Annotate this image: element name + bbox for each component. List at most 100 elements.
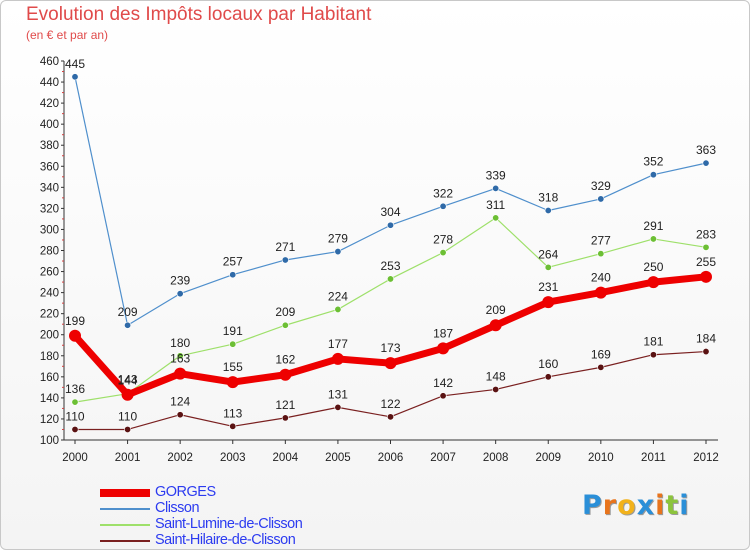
data-label-saint-hilaire-de-clisson: 122: [380, 397, 400, 411]
data-point-clisson: [597, 195, 605, 203]
data-point-saint-hilaire-de-clisson: [334, 403, 342, 411]
data-point-saint-lumine-de-clisson: [544, 263, 552, 271]
data-point-gorges: [594, 286, 607, 299]
data-label-saint-hilaire-de-clisson: 169: [591, 347, 611, 361]
data-label-saint-lumine-de-clisson: 136: [65, 382, 85, 396]
logo-letter: i: [679, 490, 690, 521]
data-label-clisson: 352: [643, 155, 663, 169]
data-point-saint-lumine-de-clisson: [492, 214, 500, 222]
data-label-clisson: 363: [696, 143, 716, 157]
data-label-gorges: 199: [65, 314, 85, 328]
proxiti-logo: Proxiti: [582, 490, 690, 521]
data-point-saint-lumine-de-clisson: [229, 340, 237, 348]
data-point-saint-hilaire-de-clisson: [281, 414, 289, 422]
data-point-clisson: [176, 290, 184, 298]
data-label-clisson: 339: [486, 168, 506, 182]
data-label-clisson: 279: [328, 232, 348, 246]
legend-label: Saint-Lumine-de-Clisson: [155, 516, 303, 532]
y-tick-label: 140: [40, 393, 59, 405]
data-label-gorges: 143: [118, 373, 138, 387]
data-label-saint-hilaire-de-clisson: 160: [538, 357, 558, 371]
data-point-gorges: [489, 319, 502, 332]
x-tick-label: 2004: [273, 452, 299, 464]
data-point-clisson: [544, 206, 552, 214]
chart-title: Evolution des Impôts locaux par Habitant: [26, 4, 372, 25]
data-label-clisson: 209: [118, 305, 138, 319]
y-tick-label: 100: [40, 435, 59, 447]
data-point-saint-hilaire-de-clisson: [124, 425, 132, 433]
x-tick-label: 2008: [483, 452, 509, 464]
legend-label: Clisson: [155, 500, 200, 516]
data-label-clisson: 257: [223, 255, 243, 269]
y-tick-label: 420: [40, 98, 59, 110]
y-tick-label: 200: [40, 330, 59, 342]
data-point-saint-hilaire-de-clisson: [544, 373, 552, 381]
data-point-clisson: [649, 171, 657, 179]
data-point-saint-hilaire-de-clisson: [439, 392, 447, 400]
data-label-saint-lumine-de-clisson: 253: [380, 259, 400, 273]
data-label-saint-lumine-de-clisson: 224: [328, 289, 348, 303]
data-label-gorges: 155: [223, 360, 243, 374]
data-point-gorges: [384, 357, 397, 370]
data-point-gorges: [69, 329, 81, 342]
data-label-saint-hilaire-de-clisson: 142: [433, 376, 453, 390]
data-point-saint-hilaire-de-clisson: [176, 411, 184, 419]
x-tick-label: 2003: [220, 452, 246, 464]
data-label-gorges: 209: [486, 303, 506, 317]
data-point-saint-hilaire-de-clisson: [649, 351, 657, 359]
data-point-gorges: [121, 388, 134, 401]
legend-label: GORGES: [155, 484, 216, 500]
legend-swatch: [100, 489, 150, 497]
data-point-saint-lumine-de-clisson: [649, 235, 657, 243]
data-label-clisson: 304: [380, 205, 400, 219]
data-point-saint-hilaire-de-clisson: [597, 363, 605, 371]
data-label-clisson: 318: [538, 190, 558, 204]
data-label-gorges: 177: [328, 337, 348, 351]
chart-subtitle: (en € et par an): [26, 28, 109, 42]
data-point-clisson: [281, 256, 289, 264]
y-tick-label: 220: [40, 309, 59, 321]
y-tick-label: 340: [40, 182, 59, 194]
logo-letter: t: [665, 490, 680, 521]
data-label-saint-hilaire-de-clisson: 124: [170, 395, 190, 409]
y-tick-label: 180: [40, 351, 59, 363]
data-label-saint-hilaire-de-clisson: 148: [486, 369, 506, 383]
data-point-saint-hilaire-de-clisson: [702, 348, 710, 356]
data-point-gorges: [647, 276, 660, 289]
data-point-gorges: [700, 270, 712, 283]
data-point-saint-lumine-de-clisson: [439, 249, 447, 257]
y-tick-label: 460: [40, 56, 59, 68]
y-tick-label: 360: [40, 161, 59, 173]
y-tick-label: 160: [40, 372, 59, 384]
data-label-saint-lumine-de-clisson: 264: [538, 247, 558, 261]
legend-swatch: [100, 524, 150, 526]
data-point-clisson: [334, 248, 342, 256]
data-label-clisson: 322: [433, 186, 453, 200]
data-point-saint-lumine-de-clisson: [597, 250, 605, 258]
x-tick-label: 2001: [115, 452, 141, 464]
data-label-gorges: 187: [433, 326, 453, 340]
data-label-saint-lumine-de-clisson: 278: [433, 233, 453, 247]
data-label-clisson: 239: [170, 274, 190, 288]
data-point-saint-hilaire-de-clisson: [229, 422, 237, 430]
y-tick-label: 300: [40, 224, 59, 236]
data-point-clisson: [386, 221, 394, 229]
data-point-saint-lumine-de-clisson: [702, 243, 710, 251]
data-label-saint-lumine-de-clisson: 291: [643, 219, 663, 233]
y-tick-label: 440: [40, 77, 59, 89]
data-point-clisson: [124, 321, 132, 329]
data-label-saint-lumine-de-clisson: 311: [486, 198, 505, 212]
x-tick-label: 2009: [535, 452, 561, 464]
data-label-saint-lumine-de-clisson: 180: [170, 336, 190, 350]
x-tick-label: 2005: [325, 452, 351, 464]
y-tick-label: 320: [40, 203, 59, 215]
y-tick-label: 240: [40, 288, 59, 300]
data-label-clisson: 329: [591, 179, 611, 193]
x-tick-label: 2006: [378, 452, 404, 464]
data-label-gorges: 173: [380, 341, 400, 355]
data-point-clisson: [229, 271, 237, 279]
data-point-saint-hilaire-de-clisson: [492, 385, 500, 393]
data-label-saint-lumine-de-clisson: 283: [696, 227, 716, 241]
